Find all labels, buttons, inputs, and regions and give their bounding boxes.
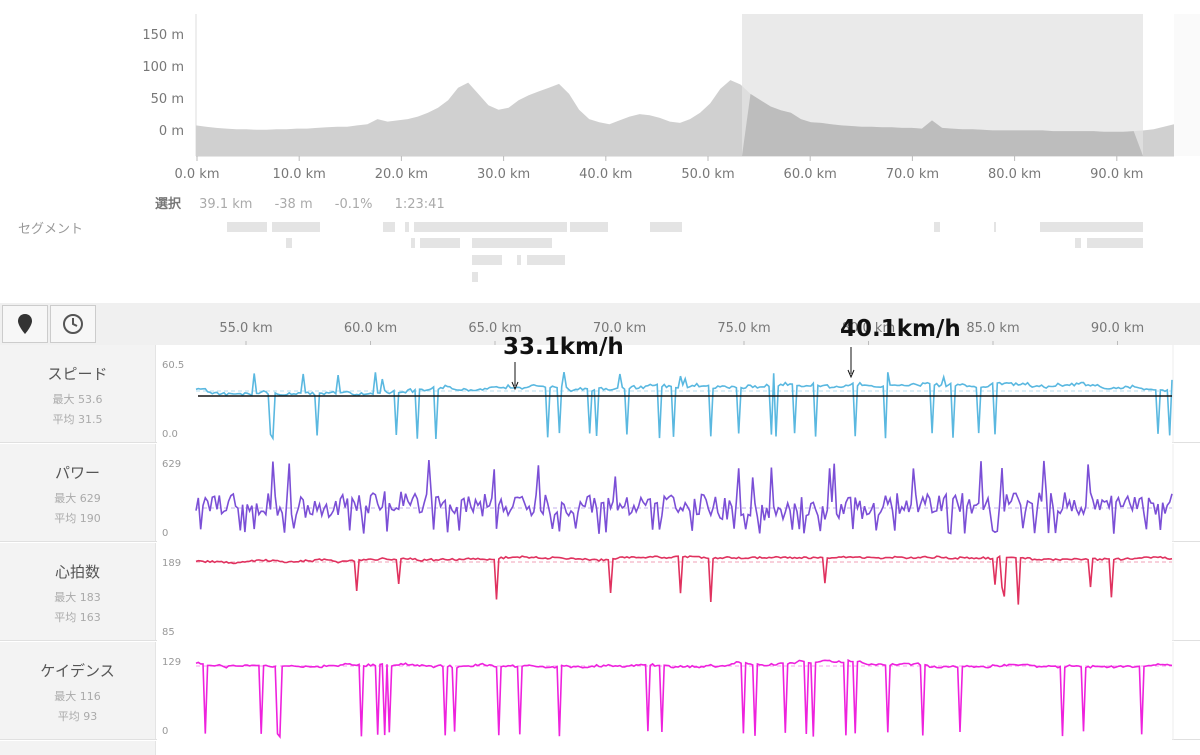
x-tick-label: 40.0 km xyxy=(579,167,632,182)
row-label: 心拍数 最大 183 平均 163 xyxy=(0,543,156,640)
detail-x-axis: 55.0 km 60.0 km 65.0 km 70.0 km 75.0 km 80.0 … xyxy=(219,321,1144,345)
metric-name: ケイデンス xyxy=(40,662,115,680)
y-tick-label: 150 m xyxy=(142,28,184,43)
x-tick-label: 0.0 km xyxy=(175,167,220,182)
x-tick-label: 70.0 km xyxy=(886,167,939,182)
x-tick-label: 85.0 km xyxy=(966,321,1019,336)
selection-label: 選択 xyxy=(155,197,182,212)
x-tick-label: 55.0 km xyxy=(219,321,272,336)
map-pin-icon xyxy=(18,314,32,334)
y-min-label: 85 xyxy=(162,627,175,638)
row-speed: スピード 最大 53.6 平均 31.5 xyxy=(0,345,1200,443)
y-min-label: 0 xyxy=(162,726,168,737)
row-label: スピード 最大 53.6 平均 31.5 xyxy=(0,345,156,442)
segments-label: セグメント xyxy=(18,222,84,237)
annotation-arrows xyxy=(511,347,855,391)
x-tick-label: 80.0 km xyxy=(988,167,1041,182)
selection-info: 選択 39.1 km -38 m -0.1% 1:23:41 xyxy=(155,193,463,212)
annotation-right: 40.1km/h xyxy=(840,316,961,342)
y-tick-label: 50 m xyxy=(151,92,184,107)
hr-chart[interactable]: 189 85 xyxy=(157,543,1174,641)
row-power: パワー 最大 629 平均 190 xyxy=(0,444,1200,542)
y-tick-label: 100 m xyxy=(142,60,184,75)
power-line xyxy=(195,460,1173,535)
speed-chart[interactable]: 60.5 0.0 xyxy=(157,345,1174,443)
selection-time: 1:23:41 xyxy=(394,197,445,212)
metric-max: 最大 629 xyxy=(54,492,101,505)
clock-icon xyxy=(63,314,83,334)
power-chart[interactable]: 629 0 xyxy=(157,444,1174,542)
y-max-label: 129 xyxy=(162,657,181,668)
metric-avg: 平均 93 xyxy=(57,710,98,723)
row-label: パワー 最大 629 平均 190 xyxy=(0,444,156,541)
metric-avg: 平均 163 xyxy=(54,611,101,624)
x-tick-label: 10.0 km xyxy=(273,167,326,182)
y-max-label: 189 xyxy=(162,558,181,569)
selection-grade: -0.1% xyxy=(334,197,373,212)
clock-button[interactable] xyxy=(50,305,96,343)
x-tick-label: 90.0 km xyxy=(1091,321,1144,336)
y-tick-label: 0 m xyxy=(159,124,184,139)
x-tick-label: 65.0 km xyxy=(468,321,521,336)
cadence-chart[interactable]: 129 0 xyxy=(157,642,1174,740)
y-max-label: 629 xyxy=(162,459,181,470)
x-tick-label: 70.0 km xyxy=(593,321,646,336)
metric-charts[interactable]: 60.5 0.0 629 0 189 85 129 0 xyxy=(0,345,1200,755)
x-tick-label: 50.0 km xyxy=(681,167,734,182)
y-max-label: 60.5 xyxy=(162,360,184,371)
metric-max: 最大 183 xyxy=(54,591,101,604)
y-min-label: 0.0 xyxy=(162,429,178,440)
x-tick-label: 30.0 km xyxy=(477,167,530,182)
metric-max: 最大 116 xyxy=(54,690,101,703)
metric-avg: 平均 190 xyxy=(54,512,101,525)
x-tick-label: 75.0 km xyxy=(717,321,770,336)
metric-name: スピード xyxy=(47,365,108,383)
row-next xyxy=(0,741,156,755)
metric-name: パワー xyxy=(54,464,100,482)
x-tick-label: 60.0 km xyxy=(784,167,837,182)
map-pin-button[interactable] xyxy=(2,305,48,343)
speed-line xyxy=(195,371,1173,441)
annotation-left: 33.1km/h xyxy=(503,334,624,360)
row-label: ケイデンス 最大 116 平均 93 xyxy=(0,642,156,739)
hr-line xyxy=(195,554,1173,605)
detail-toolbar: 55.0 km 60.0 km 65.0 km 70.0 km 75.0 km 80.0 … xyxy=(0,303,1200,345)
x-tick-label: 20.0 km xyxy=(375,167,428,182)
elevation-overview-chart[interactable]: 150 m 100 m 50 m 0 m 0.0 km 10.0 km 20.0 km 30… xyxy=(0,0,1200,190)
selection-distance: 39.1 km xyxy=(199,197,253,212)
x-tick-label: 90.0 km xyxy=(1090,167,1143,182)
metric-avg: 平均 31.5 xyxy=(52,413,103,426)
x-tick-label: 80.0 km xyxy=(842,321,895,336)
metric-name: 心拍数 xyxy=(54,563,100,581)
x-tick-label: 60.0 km xyxy=(344,321,397,336)
selection-elevation: -38 m xyxy=(274,197,313,212)
y-min-label: 0 xyxy=(162,528,168,539)
metric-max: 最大 53.6 xyxy=(52,393,103,406)
cadence-line xyxy=(195,658,1173,739)
